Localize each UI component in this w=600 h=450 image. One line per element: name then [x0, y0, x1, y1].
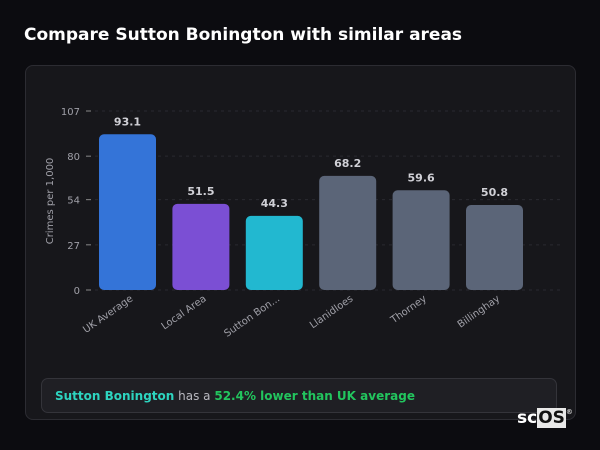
y-tick-label: 0 [74, 286, 80, 297]
x-tick-label: UK Average [81, 293, 135, 335]
y-tick-label: 80 [67, 152, 80, 163]
bar-sutton-bon- [245, 215, 303, 290]
bar-llanidloes [319, 175, 377, 290]
comparison-summary: Sutton Bonington has a 52.4% lower than … [41, 378, 557, 413]
x-tick-label: Llanidloes [308, 293, 355, 331]
page-title: Compare Sutton Bonington with similar ar… [24, 25, 463, 45]
bar-uk-average [99, 134, 156, 290]
x-tick-label: Local Area [160, 293, 209, 332]
x-tick-label: Thorney [388, 293, 429, 326]
bar-value-label: 93.1 [114, 115, 141, 128]
bar-thorney [392, 190, 450, 290]
summary-text: has a [174, 389, 215, 403]
summary-place: Sutton Bonington [55, 389, 175, 403]
bar-value-label: 44.3 [261, 197, 288, 210]
bar-value-label: 59.6 [408, 171, 435, 184]
bar-value-label: 51.5 [187, 185, 214, 198]
x-tick-label: Billinghay [456, 293, 503, 330]
bar-local-area [172, 203, 230, 290]
x-tick-label: Sutton Bon... [222, 293, 282, 339]
bar-value-label: 68.2 [334, 157, 361, 170]
summary-highlight: 52.4% lower than UK average [214, 389, 415, 403]
y-tick-label: 27 [67, 241, 80, 252]
y-tick-label: 54 [67, 196, 80, 207]
bar-value-label: 50.8 [481, 186, 508, 199]
bar-billinghay [466, 205, 523, 290]
y-axis-label: Crimes per 1,000 [45, 158, 56, 245]
scos-logo: scOS® [517, 408, 573, 428]
y-tick-label: 107 [61, 107, 80, 118]
